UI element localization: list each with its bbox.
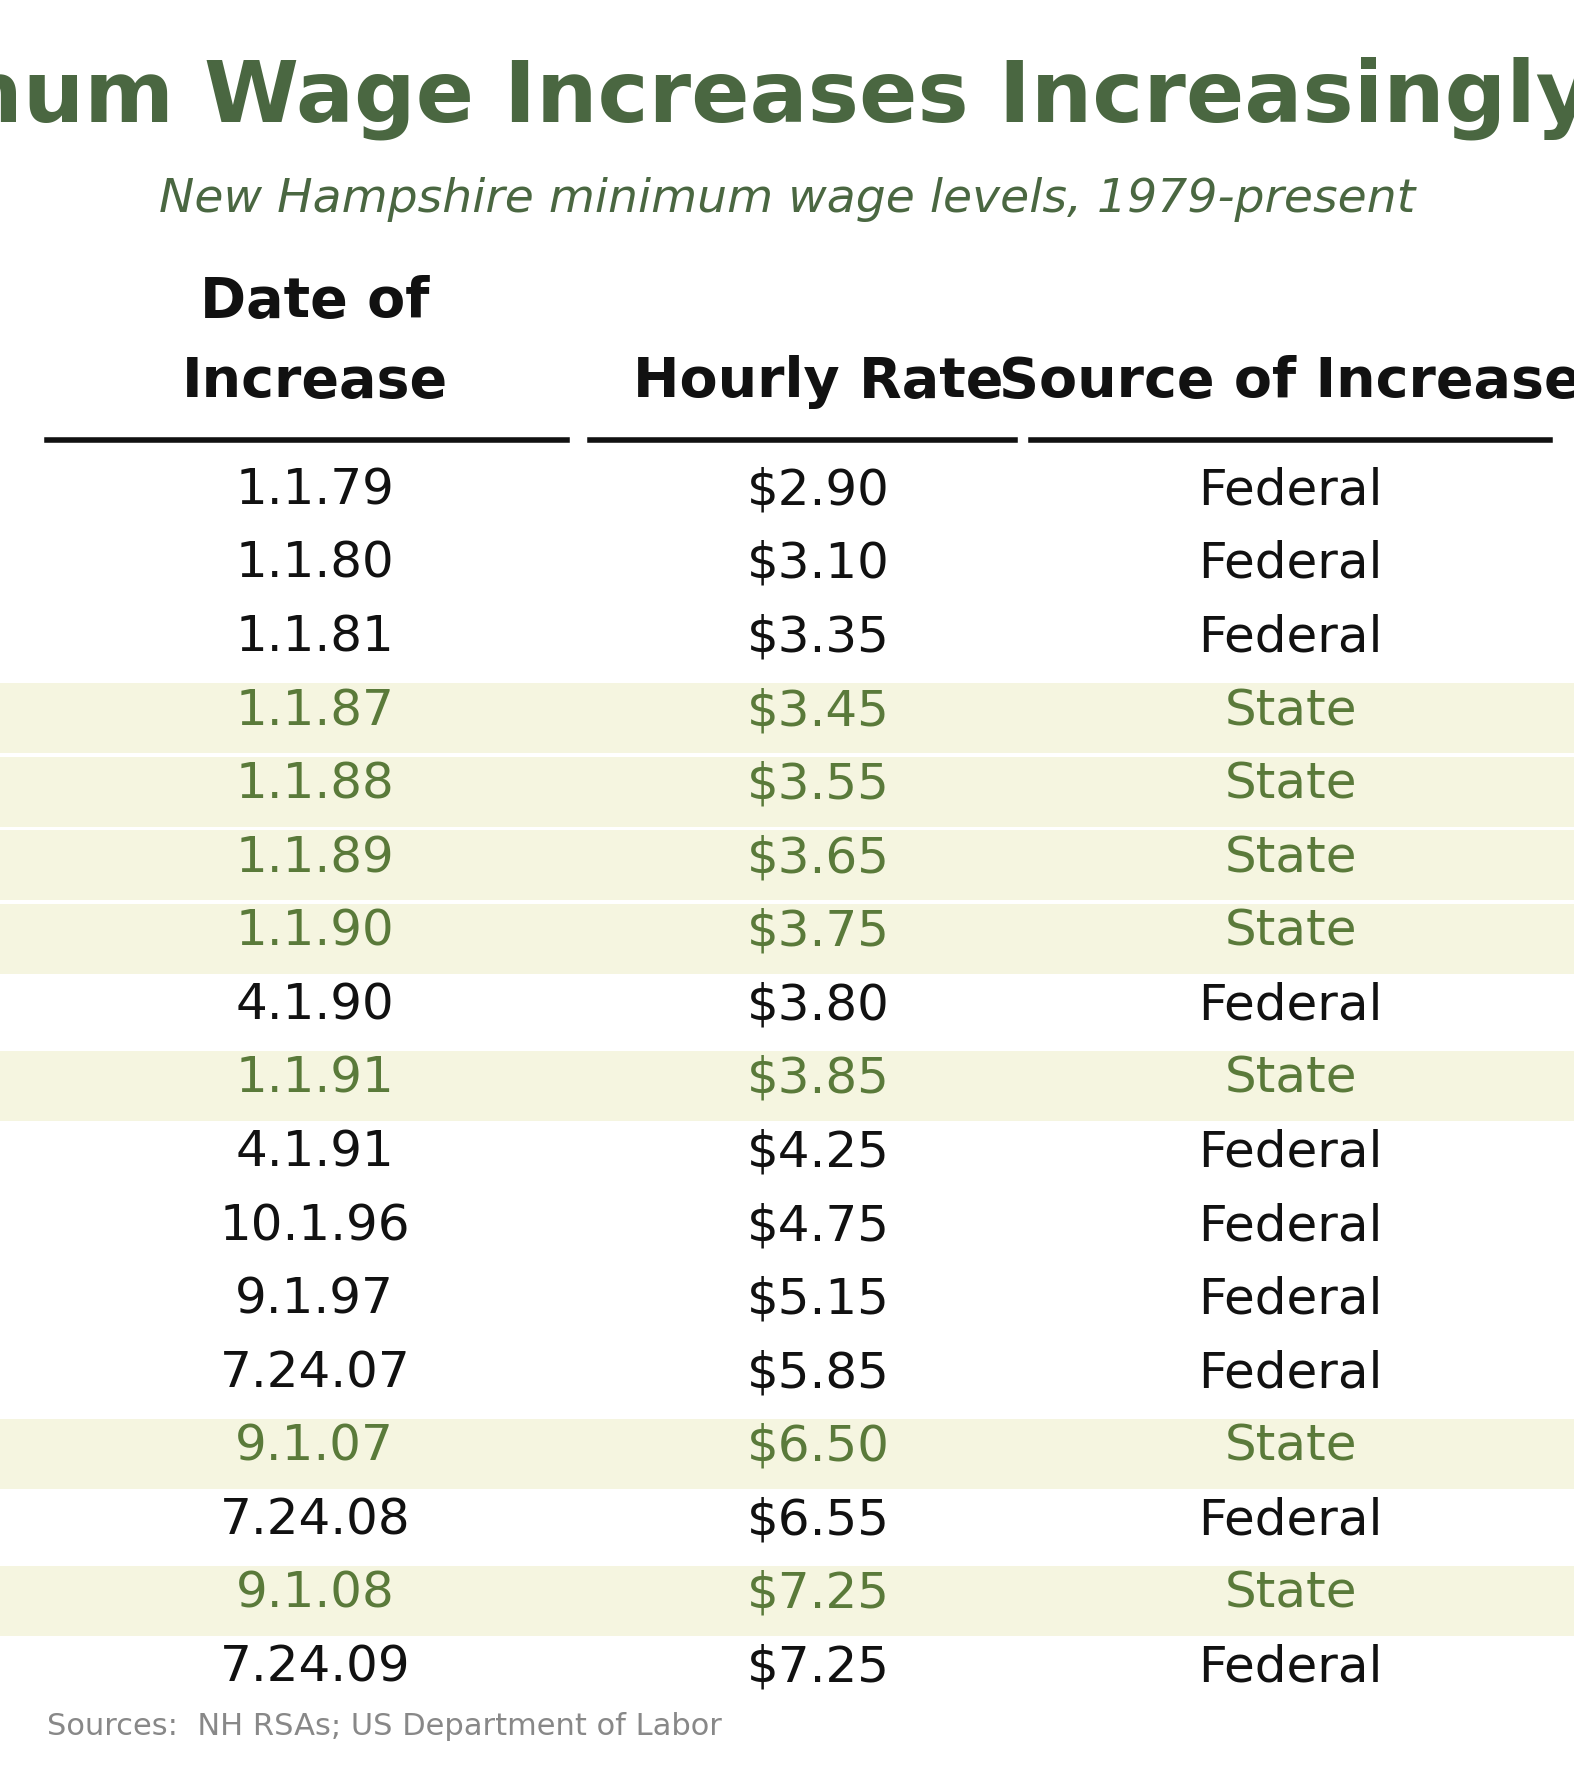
Text: $4.75: $4.75 — [748, 1202, 889, 1250]
Text: Federal: Federal — [1198, 980, 1384, 1030]
Text: $3.75: $3.75 — [748, 908, 889, 956]
Text: Federal: Federal — [1198, 613, 1384, 661]
Text: $4.25: $4.25 — [748, 1128, 889, 1177]
Text: Federal: Federal — [1198, 1349, 1384, 1397]
Text: State: State — [1225, 1569, 1357, 1619]
Text: 1.1.80: 1.1.80 — [236, 539, 394, 589]
Text: Minimum Wage Increases Increasingly Rare: Minimum Wage Increases Increasingly Rare — [0, 57, 1574, 140]
Text: State: State — [1225, 908, 1357, 956]
Text: State: State — [1225, 686, 1357, 736]
Text: $3.55: $3.55 — [748, 761, 889, 808]
Text: 9.1.07: 9.1.07 — [236, 1422, 394, 1472]
Text: $3.85: $3.85 — [748, 1055, 889, 1103]
Text: 4.1.90: 4.1.90 — [236, 980, 394, 1030]
Text: Federal: Federal — [1198, 1202, 1384, 1250]
Text: 7.24.09: 7.24.09 — [219, 1644, 411, 1691]
Text: $7.25: $7.25 — [748, 1569, 889, 1619]
Text: $6.50: $6.50 — [748, 1422, 889, 1472]
Text: Federal: Federal — [1198, 466, 1384, 514]
FancyBboxPatch shape — [0, 757, 1574, 826]
Text: 1.1.91: 1.1.91 — [236, 1055, 394, 1103]
Text: $6.55: $6.55 — [748, 1496, 889, 1544]
FancyBboxPatch shape — [0, 683, 1574, 754]
FancyBboxPatch shape — [0, 830, 1574, 901]
Text: Increase: Increase — [181, 355, 449, 408]
Text: 7.24.07: 7.24.07 — [219, 1349, 411, 1397]
Text: New Hampshire minimum wage levels, 1979-present: New Hampshire minimum wage levels, 1979-… — [159, 177, 1415, 222]
Text: $7.25: $7.25 — [748, 1644, 889, 1691]
FancyBboxPatch shape — [0, 1566, 1574, 1636]
Text: Source of Increase: Source of Increase — [999, 355, 1574, 408]
Text: 1.1.81: 1.1.81 — [236, 613, 394, 661]
Text: State: State — [1225, 1055, 1357, 1103]
Text: $3.45: $3.45 — [748, 686, 889, 736]
Text: $2.90: $2.90 — [748, 466, 889, 514]
Text: Federal: Federal — [1198, 1275, 1384, 1324]
Text: $3.80: $3.80 — [748, 980, 889, 1030]
Text: 10.1.96: 10.1.96 — [219, 1202, 411, 1250]
Text: $3.10: $3.10 — [748, 539, 889, 589]
Text: Federal: Federal — [1198, 1128, 1384, 1177]
Text: $5.15: $5.15 — [748, 1275, 889, 1324]
Text: 9.1.97: 9.1.97 — [236, 1275, 394, 1324]
Text: State: State — [1225, 761, 1357, 808]
Text: Federal: Federal — [1198, 539, 1384, 589]
Text: Federal: Federal — [1198, 1644, 1384, 1691]
Text: 1.1.88: 1.1.88 — [236, 761, 394, 808]
Text: 1.1.87: 1.1.87 — [236, 686, 394, 736]
Text: 9.1.08: 9.1.08 — [236, 1569, 394, 1619]
Text: 1.1.89: 1.1.89 — [236, 833, 394, 883]
Text: Hourly Rate: Hourly Rate — [633, 355, 1004, 408]
Text: Sources:  NH RSAs; US Department of Labor: Sources: NH RSAs; US Department of Labor — [47, 1713, 722, 1741]
Text: $3.35: $3.35 — [748, 613, 889, 661]
Text: 1.1.79: 1.1.79 — [236, 466, 394, 514]
Text: Federal: Federal — [1198, 1496, 1384, 1544]
Text: $3.65: $3.65 — [748, 833, 889, 883]
Text: State: State — [1225, 833, 1357, 883]
FancyBboxPatch shape — [0, 904, 1574, 973]
Text: 4.1.91: 4.1.91 — [236, 1128, 394, 1177]
FancyBboxPatch shape — [0, 1051, 1574, 1121]
Text: State: State — [1225, 1422, 1357, 1472]
Text: 1.1.90: 1.1.90 — [236, 908, 394, 956]
Text: $5.85: $5.85 — [748, 1349, 889, 1397]
FancyBboxPatch shape — [0, 1418, 1574, 1489]
Text: Date of: Date of — [200, 275, 430, 328]
Text: 7.24.08: 7.24.08 — [219, 1496, 411, 1544]
